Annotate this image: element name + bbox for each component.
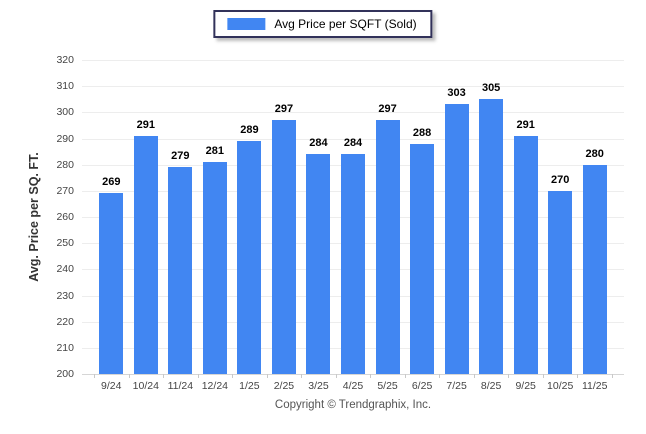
bar-value-2/25: 297 [274,103,294,116]
x-axis-tick-14 [577,374,579,378]
bar-value-5/25: 297 [378,103,397,116]
bar-3/25 [306,154,331,374]
copyright-text: Copyright © Trendgraphix, Inc. [274,399,432,411]
x-axis-tick-4 [232,374,234,378]
x-tick-label-1/25: 1/25 [239,380,260,392]
x-tick-label-6/25: 6/25 [411,380,433,392]
y-tick-label-310: 310 [56,80,74,93]
y-tick-label-250: 250 [56,237,74,250]
x-axis-tick-13 [542,374,544,378]
gridline-y-200 [82,374,624,375]
x-tick-label-5/25: 5/25 [377,380,398,392]
bar-12/24 [202,162,227,374]
x-axis-tick-10 [439,374,441,378]
x-tick-label-11/25: 11/25 [581,380,608,392]
bar-5/25 [375,120,400,374]
bar-10/25 [548,190,573,374]
x-tick-label-9/25: 9/25 [515,380,536,392]
x-axis-tick-11 [473,374,475,378]
bar-value-6/25: 288 [412,126,432,139]
y-tick-label-230: 230 [56,289,74,302]
gridline-y-310 [82,86,624,88]
x-tick-label-7/25: 7/25 [446,380,467,392]
y-tick-label-290: 290 [56,132,74,145]
y-tick-label-200: 200 [56,368,74,380]
bar-value-7/25: 303 [447,87,466,100]
y-tick-label-270: 270 [56,184,74,197]
x-tick-label-10/24: 10/24 [132,380,159,392]
bar-8/25 [479,99,504,374]
bar-value-11/25: 280 [585,147,604,160]
bar-10/24 [133,135,158,374]
bar-4/25 [341,154,365,374]
x-tick-label-4/25: 4/25 [342,380,364,392]
bar-value-10/25: 270 [551,173,570,186]
bar-9/24 [99,193,124,374]
x-axis-tick-8 [370,374,372,378]
x-axis-tick-5 [266,374,268,378]
bar-value-9/24: 269 [102,176,121,189]
bar-11/24 [168,167,193,374]
bar-1/25 [237,141,262,374]
gridline-y-320 [82,60,624,61]
legend: Avg Price per SQFT (Sold) [213,10,433,38]
x-axis-tick-3 [197,374,199,378]
x-tick-label-11/24: 11/24 [167,380,194,392]
y-tick-label-210: 210 [56,341,74,354]
y-tick-label-240: 240 [56,263,74,276]
bar-value-12/24: 281 [205,145,225,158]
x-axis-tick-12 [508,374,510,378]
x-axis-tick-6 [301,374,303,378]
legend-swatch-icon [227,18,266,30]
y-tick-label-280: 280 [56,158,74,171]
x-axis-tick-1 [128,374,130,378]
bar-value-11/24: 279 [171,150,190,163]
bar-2/25 [271,120,296,374]
x-axis-tick-2 [163,374,165,378]
y-tick-label-260: 260 [56,211,74,223]
bar-6/25 [410,143,435,374]
gridline-y-290 [82,138,624,140]
bar-value-8/25: 305 [481,82,501,95]
bar-9/25 [513,135,538,374]
y-tick-label-220: 220 [56,315,74,328]
x-tick-label-12/24: 12/24 [201,380,228,392]
x-tick-label-2/25: 2/25 [273,380,295,392]
gridline-y-300 [82,112,624,114]
x-axis-tick-7 [335,374,337,378]
x-axis-tick-15 [612,374,613,378]
plot-area: 200 210 220 230 240 250 260 270 280 290 300 310 320 2… [56,54,624,392]
x-tick-label-8/25: 8/25 [480,380,502,392]
bar-value-9/25: 291 [516,118,535,131]
bar-value-10/24: 291 [136,118,155,131]
y-tick-label-300: 300 [56,106,74,119]
x-axis-tick-0 [94,374,95,378]
bar-value-4/25: 284 [343,137,363,150]
y-tick-label-320: 320 [56,54,74,66]
bar-value-3/25: 284 [309,137,328,150]
x-axis-tick-9 [404,374,406,378]
x-tick-label-10/25: 10/25 [547,380,574,392]
bar-value-1/25: 289 [240,124,259,137]
legend-label: Avg Price per SQFT (Sold) [274,17,417,31]
x-tick-label-3/25: 3/25 [308,380,329,392]
bar-11/25 [582,164,607,374]
x-tick-label-9/24: 9/24 [101,380,122,392]
bar-7/25 [444,104,469,374]
